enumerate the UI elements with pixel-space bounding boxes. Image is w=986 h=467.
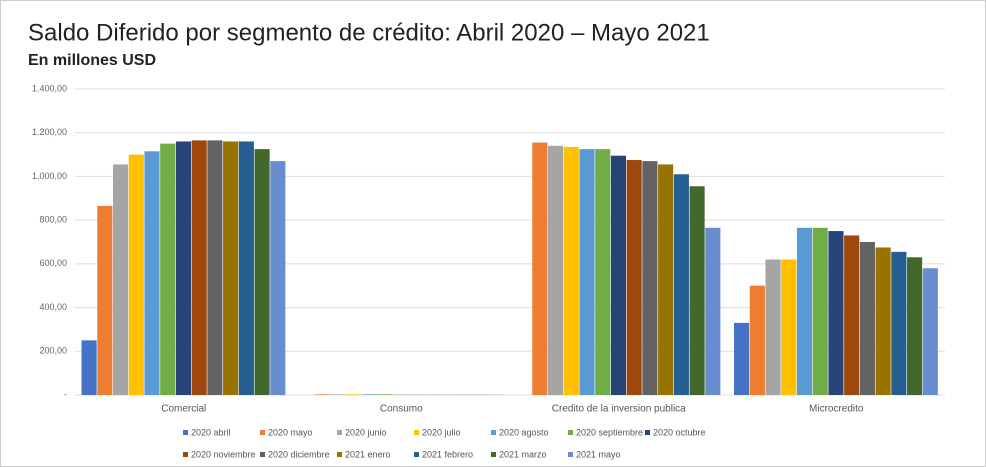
- bar: [175, 141, 192, 395]
- bar: [254, 149, 270, 395]
- bar: [705, 227, 721, 395]
- bar: [563, 146, 579, 395]
- legend-label: 2021 mayo: [576, 449, 621, 459]
- bar: [734, 322, 750, 395]
- bar: [689, 186, 705, 395]
- bar: [97, 205, 113, 395]
- bar: [595, 149, 611, 395]
- legend-label: 2020 octubre: [653, 427, 706, 437]
- bar: [128, 154, 144, 395]
- bar: [907, 257, 923, 395]
- bar: [658, 164, 674, 395]
- legend-label: 2020 mayo: [268, 427, 313, 437]
- legend-swatch: [183, 452, 188, 457]
- legend-swatch: [491, 430, 496, 435]
- bar: [346, 394, 362, 395]
- bar: [207, 140, 223, 395]
- legend-swatch: [260, 430, 265, 435]
- bar: [749, 285, 765, 395]
- legend-swatch: [260, 452, 265, 457]
- legend-label: 2021 enero: [345, 449, 391, 459]
- legend-swatch: [337, 452, 342, 457]
- bar: [844, 235, 860, 395]
- legend-label: 2020 noviembre: [191, 449, 256, 459]
- chart-subtitle: En millones USD: [28, 52, 156, 69]
- legend-label: 2021 febrero: [422, 449, 473, 459]
- x-tick-label: Credito de la inversion publica: [552, 404, 686, 415]
- y-tick-label: 800,00: [39, 215, 67, 225]
- bar: [875, 247, 891, 395]
- x-tick-label: Consumo: [380, 404, 423, 415]
- y-tick-label: 200,00: [39, 346, 67, 356]
- bar: [922, 268, 938, 395]
- y-tick-label: 400,00: [39, 302, 67, 312]
- legend-label: 2020 julio: [422, 427, 461, 437]
- legend-swatch: [337, 430, 342, 435]
- bar: [828, 231, 844, 395]
- y-tick-label: 1.400,00: [32, 83, 67, 93]
- bar: [377, 394, 393, 395]
- legend-swatch: [414, 452, 419, 457]
- chart-title: Saldo Diferido por segmento de crédito: …: [28, 19, 710, 46]
- bar: [796, 227, 813, 395]
- bar: [270, 161, 286, 395]
- bar: [626, 160, 642, 395]
- bar: [112, 164, 129, 395]
- legend-label: 2020 diciembre: [268, 449, 330, 459]
- bar: [547, 145, 564, 395]
- bar: [642, 161, 658, 395]
- bar: [891, 251, 907, 395]
- legend-swatch: [414, 430, 419, 435]
- bar: [81, 340, 97, 395]
- legend-label: 2020 agosto: [499, 427, 549, 437]
- bar: [812, 227, 828, 395]
- legend-swatch: [183, 430, 188, 435]
- bar: [579, 149, 595, 395]
- y-tick-label: 1.200,00: [32, 127, 67, 137]
- bar: [765, 259, 781, 395]
- legend-label: 2020 abril: [191, 427, 231, 437]
- legend-swatch: [568, 452, 573, 457]
- legend-swatch: [645, 430, 650, 435]
- x-tick-label: Comercial: [161, 404, 206, 415]
- bar: [160, 143, 176, 395]
- bar: [859, 242, 875, 395]
- legend-label: 2020 junio: [345, 427, 387, 437]
- legend-swatch: [568, 430, 573, 435]
- legend-label: 2021 marzo: [499, 449, 547, 459]
- bar: [330, 394, 346, 395]
- y-tick-label: 1.000,00: [32, 171, 67, 181]
- bar: [361, 394, 378, 395]
- y-tick-label: 600,00: [39, 258, 67, 268]
- legend-label: 2020 septiembre: [576, 427, 643, 437]
- bar: [191, 140, 207, 395]
- bar: [610, 155, 627, 395]
- bar: [238, 141, 254, 395]
- bar: [673, 174, 689, 395]
- bar: [781, 259, 797, 395]
- x-tick-label: Microcredito: [809, 404, 864, 415]
- y-tick-label: -: [64, 389, 67, 399]
- bar: [223, 141, 239, 395]
- bar: [314, 394, 330, 395]
- legend-swatch: [491, 452, 496, 457]
- bar: [532, 142, 548, 395]
- bar: [144, 151, 160, 395]
